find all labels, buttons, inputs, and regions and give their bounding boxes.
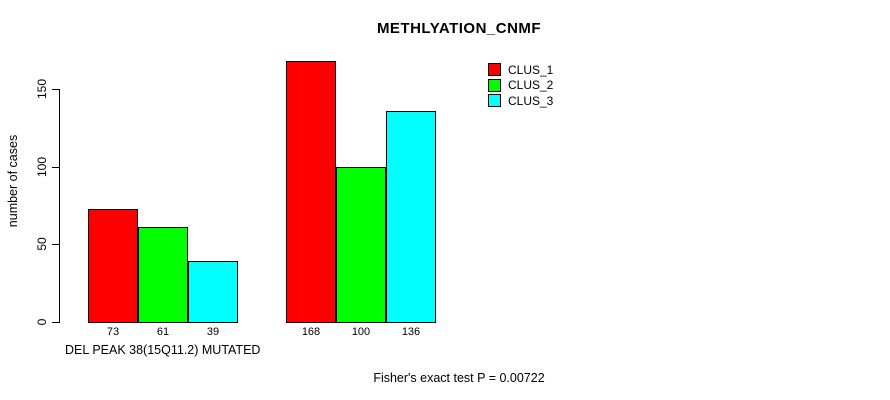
footnote: Fisher's exact test P = 0.00722 — [373, 371, 545, 385]
bar-clus_2-2 — [336, 167, 386, 323]
x-axis-label: DEL PEAK 38(15Q11.2) MUTATED — [65, 343, 261, 357]
bar-clus_2-1 — [138, 227, 188, 323]
bar-value-label: 100 — [351, 326, 371, 338]
legend-label: CLUS_2 — [508, 78, 554, 92]
bar-value-label: 39 — [206, 326, 220, 338]
y-axis-label: number of cases — [6, 134, 20, 228]
legend-item: CLUS_3 — [488, 93, 554, 108]
y-axis-line — [59, 89, 60, 323]
legend-item: CLUS_2 — [488, 78, 554, 92]
y-tick-mark — [52, 244, 59, 245]
bar-clus_1-2 — [286, 61, 336, 323]
bar-value-label: 168 — [301, 326, 321, 338]
legend-item: CLUS_1 — [488, 62, 554, 77]
legend: CLUS_1 CLUS_2 CLUS_3 — [488, 63, 553, 110]
y-tick-label: 0 — [35, 318, 49, 326]
legend-swatch-clus_3 — [488, 94, 501, 107]
bar-clus_3-2 — [386, 111, 436, 323]
legend-label: CLUS_3 — [508, 93, 554, 108]
y-tick-label: 100 — [35, 156, 49, 178]
bar-clus_3-1 — [188, 261, 238, 323]
legend-label: CLUS_1 — [508, 62, 554, 77]
legend-swatch-clus_1 — [488, 63, 501, 76]
chart-title: METHLYATION_CNMF — [376, 20, 542, 37]
bar-value-label: 61 — [156, 326, 170, 338]
legend-swatch-clus_2 — [488, 78, 501, 92]
y-tick-mark — [52, 322, 59, 323]
y-tick-mark — [52, 89, 59, 90]
bar-value-label: 136 — [401, 326, 421, 338]
bar-value-label: 73 — [106, 326, 120, 338]
y-tick-mark — [52, 167, 59, 168]
bar-clus_1-1 — [88, 209, 138, 323]
y-tick-label: 50 — [35, 237, 49, 251]
y-tick-label: 150 — [35, 78, 49, 100]
